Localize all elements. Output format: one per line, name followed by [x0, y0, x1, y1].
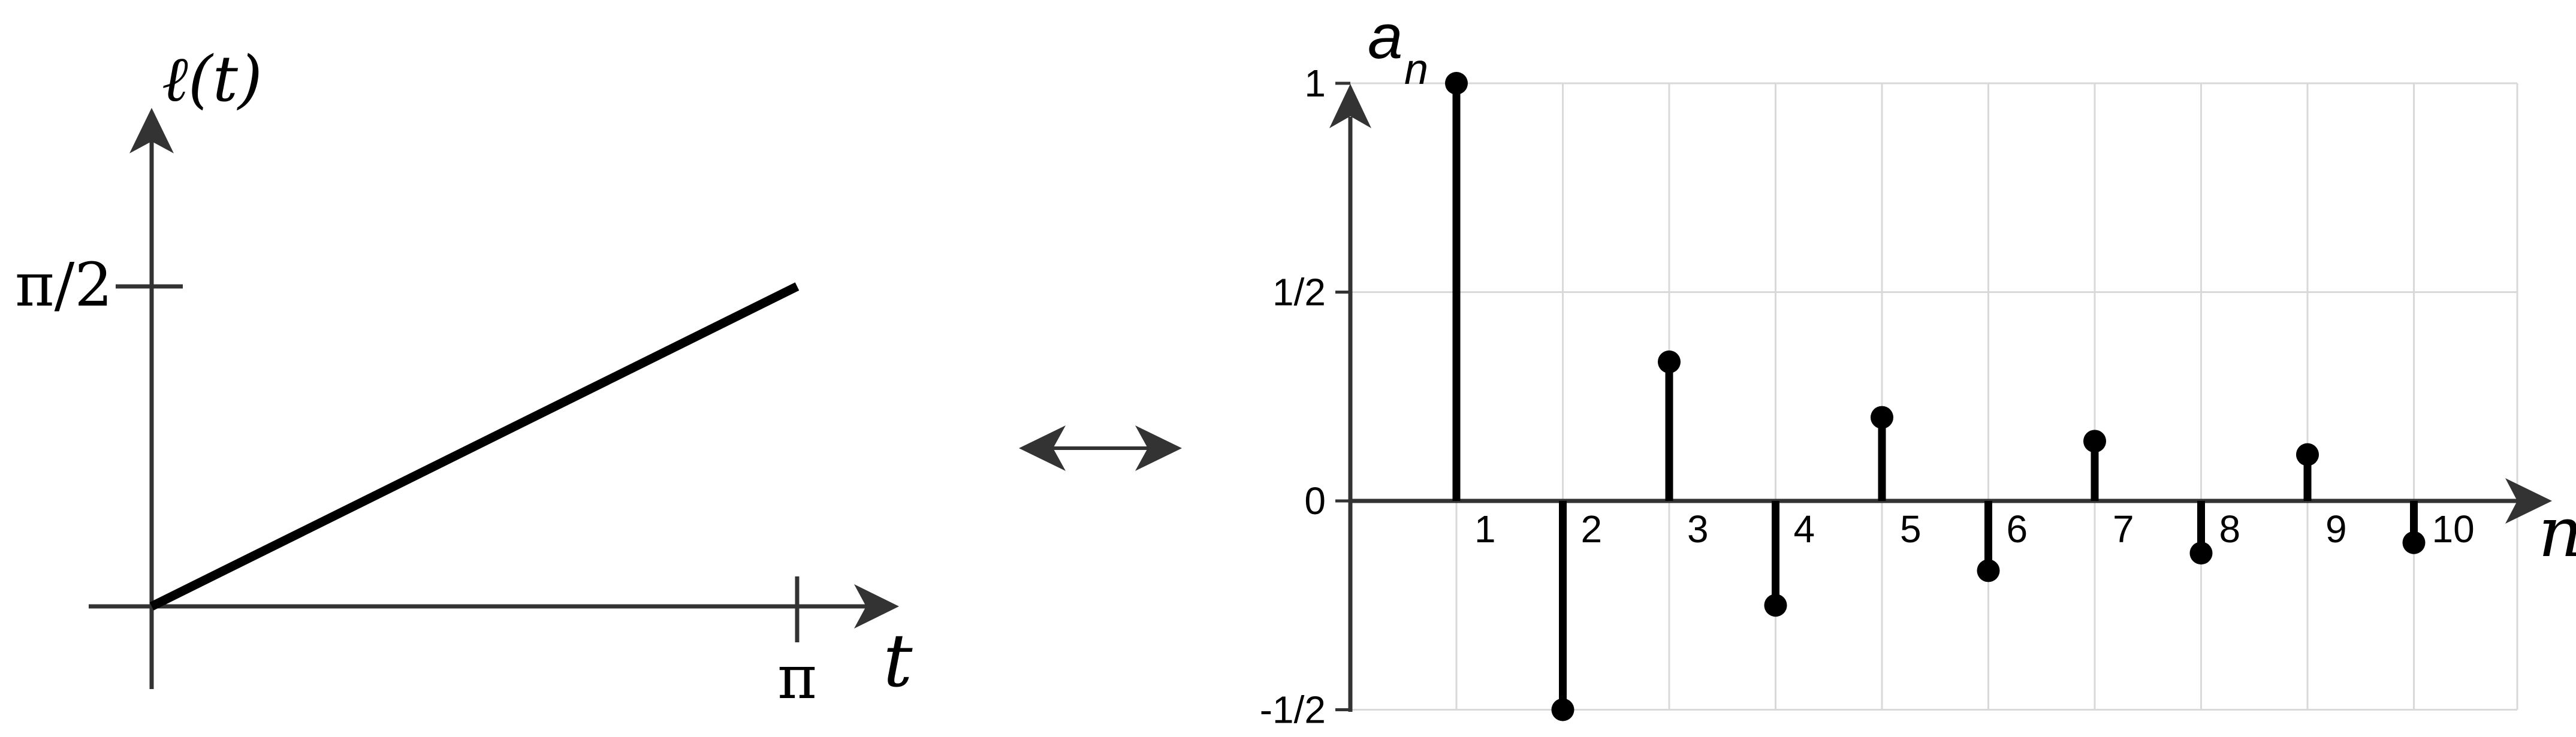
left-chart: π/2 π t ℓ(t) — [15, 43, 913, 712]
y-ticks: 1 1/2 0 -1/2 — [1260, 62, 1350, 732]
double-arrow-icon — [1019, 425, 1182, 471]
right-y-axis-arrow-icon — [1329, 84, 1371, 128]
right-chart: 1 1/2 0 -1/2 1 2 3 4 5 6 7 8 9 10 a n n — [1260, 2, 2576, 732]
stems — [1445, 72, 2426, 721]
y-tick-label: -1/2 — [1260, 688, 1326, 732]
left-y-axis-label: ℓ(t) — [162, 43, 263, 116]
stem-marker — [1551, 698, 1574, 721]
grid — [1350, 82, 2518, 711]
stem-marker — [1658, 350, 1681, 373]
x-tick-label: 2 — [1581, 508, 1603, 551]
y-tick-label: 1/2 — [1272, 271, 1326, 314]
left-x-tick-label: π — [777, 642, 817, 712]
y-tick-label: 1 — [1304, 62, 1326, 105]
stem-marker — [1871, 406, 1893, 429]
stem-marker — [2189, 542, 2213, 565]
x-tick-label: 10 — [2432, 508, 2475, 551]
x-tick-label: 9 — [2325, 508, 2347, 551]
right-x-axis-label: n — [2538, 493, 2576, 573]
left-y-axis-arrow-icon — [129, 108, 174, 153]
stem-marker — [1445, 72, 1468, 95]
series-line — [149, 282, 800, 611]
stem-marker — [2296, 443, 2319, 466]
right-y-axis-label: a — [1368, 2, 1402, 72]
x-tick-label: 5 — [1900, 508, 1922, 551]
x-tick-labels: 1 2 3 4 5 6 7 8 9 10 — [1474, 508, 2475, 551]
right-x-axis-arrow-icon — [2505, 478, 2552, 524]
stem-marker — [1764, 594, 1787, 617]
x-tick-label: 4 — [1794, 508, 1815, 551]
x-tick-label: 8 — [2219, 508, 2241, 551]
left-y-tick-label: π/2 — [15, 250, 113, 320]
left-x-axis-label: t — [883, 618, 913, 703]
stem-marker — [2402, 531, 2426, 554]
stem-marker — [2083, 430, 2106, 453]
stem-marker — [1977, 559, 2000, 582]
x-tick-label: 1 — [1474, 508, 1496, 551]
x-tick-label: 3 — [1687, 508, 1709, 551]
x-tick-label: 7 — [2113, 508, 2134, 551]
x-tick-label: 6 — [2007, 508, 2028, 551]
left-x-axis-arrow-icon — [854, 584, 899, 629]
right-y-axis-label-subscript: n — [1404, 46, 1428, 93]
y-tick-label: 0 — [1304, 479, 1326, 522]
